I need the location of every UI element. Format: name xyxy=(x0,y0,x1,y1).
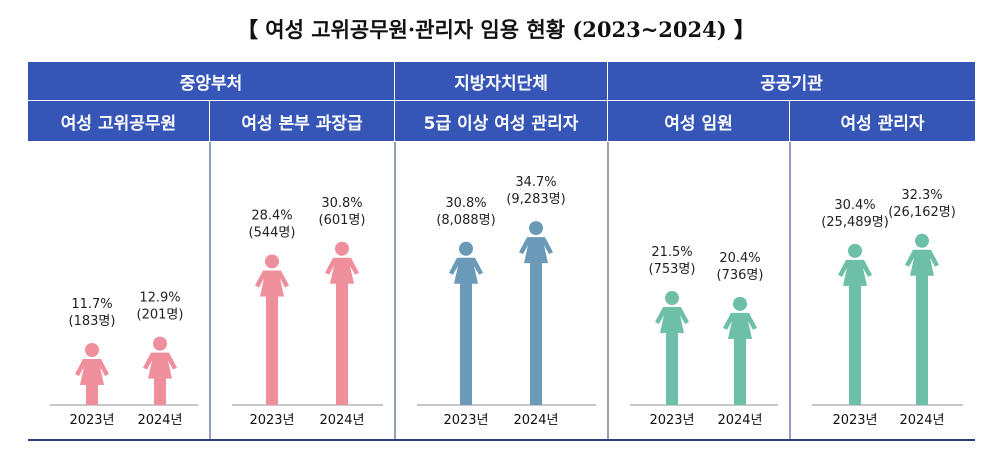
figure-head xyxy=(665,291,679,306)
year-label: 2024년 xyxy=(137,413,182,428)
year-label: 2023년 xyxy=(832,413,877,428)
value-label: 30.8% xyxy=(445,196,486,211)
figure-head xyxy=(265,254,279,269)
figure-head xyxy=(915,233,929,248)
figure-bar xyxy=(666,331,678,405)
year-label: 2024년 xyxy=(717,413,762,428)
figure-body xyxy=(519,237,553,264)
figure-body xyxy=(838,259,872,286)
figure-body xyxy=(325,257,359,284)
figure-head xyxy=(335,241,349,256)
value-label: 30.4% xyxy=(834,198,875,213)
chart-title: 【 여성 고위공무원·관리자 임용 현황 (2023~2024) 】 xyxy=(236,17,756,42)
figure-body xyxy=(723,312,757,339)
group-header-public-managers: 여성 관리자 xyxy=(790,101,975,142)
group-header-executives: 여성 임원 xyxy=(608,101,790,142)
count-label: (8,088명) xyxy=(436,213,495,228)
count-label: (753명) xyxy=(649,262,696,277)
figure-head xyxy=(85,342,99,357)
count-label: (183명) xyxy=(69,314,116,329)
group-header-local-managers: 5급 이상 여성 관리자 xyxy=(395,101,608,142)
count-label: (736명) xyxy=(717,268,764,283)
year-label: 2023년 xyxy=(649,413,694,428)
value-label: 12.9% xyxy=(139,291,180,306)
figure-body xyxy=(449,257,483,284)
year-label: 2023년 xyxy=(69,413,114,428)
category-header-public: 공공기관 xyxy=(608,62,975,101)
figure-body xyxy=(255,270,289,297)
value-label: 20.4% xyxy=(719,251,760,266)
figure-head xyxy=(733,296,747,311)
year-label: 2024년 xyxy=(513,413,558,428)
figure-bar xyxy=(336,281,348,405)
group-header-senior-officials: 여성 고위공무원 xyxy=(28,101,210,142)
figure-head xyxy=(529,221,543,236)
figure-bar xyxy=(916,273,928,405)
year-label: 2024년 xyxy=(319,413,364,428)
value-label: 32.3% xyxy=(901,188,942,203)
count-label: (201명) xyxy=(137,308,184,323)
value-label: 34.7% xyxy=(515,175,556,190)
figure-body xyxy=(143,352,177,379)
figure-bar xyxy=(734,336,746,405)
figure-bar xyxy=(530,261,542,405)
figure-bar xyxy=(86,382,98,405)
year-label: 2024년 xyxy=(899,413,944,428)
year-label: 2023년 xyxy=(249,413,294,428)
category-header-local: 지방자치단체 xyxy=(395,62,608,101)
figure-head xyxy=(459,241,473,256)
figure-head xyxy=(848,243,862,258)
figure-bar xyxy=(154,376,166,405)
value-label: 30.8% xyxy=(321,196,362,211)
count-label: (26,162명) xyxy=(888,205,956,220)
group-header-division-heads: 여성 본부 과장급 xyxy=(210,101,395,142)
value-label: 28.4% xyxy=(251,208,292,223)
figure-head xyxy=(153,336,167,351)
value-label: 11.7% xyxy=(71,297,112,312)
figure-body xyxy=(655,307,689,334)
value-label: 21.5% xyxy=(651,245,692,260)
count-label: (9,283명) xyxy=(506,192,565,207)
figure-bar xyxy=(460,281,472,405)
figure-body xyxy=(75,358,109,385)
category-header-central: 중앙부처 xyxy=(28,62,395,101)
year-label: 2023년 xyxy=(443,413,488,428)
count-label: (25,489명) xyxy=(821,215,889,230)
figure-bar xyxy=(266,294,278,405)
figure-bar xyxy=(849,283,861,405)
count-label: (544명) xyxy=(249,225,296,240)
count-label: (601명) xyxy=(319,213,366,228)
figure-body xyxy=(905,249,939,276)
